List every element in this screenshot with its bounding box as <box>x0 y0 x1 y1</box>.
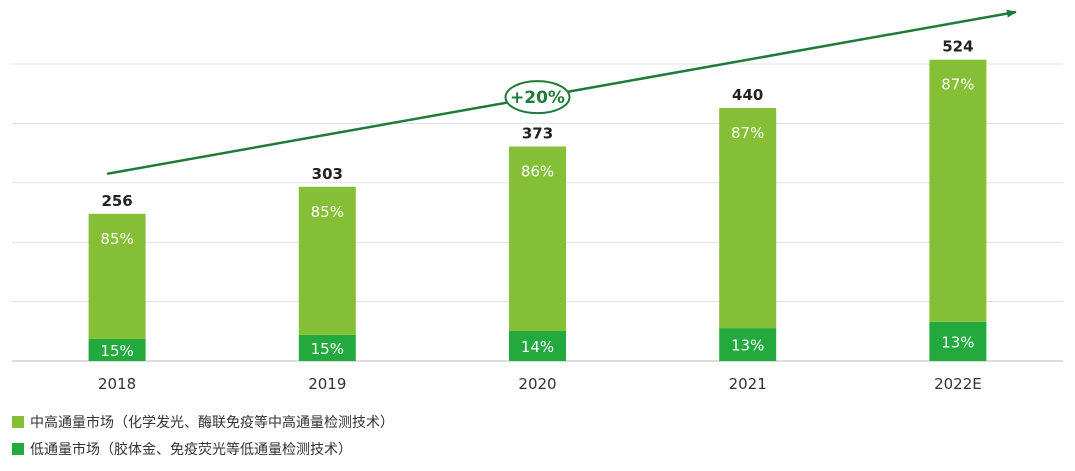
bar-high-2021 <box>719 108 777 329</box>
growth-badge <box>504 80 571 115</box>
bar-high-2022E <box>929 59 987 322</box>
percent-label-high: 85% <box>100 230 133 248</box>
percent-label-low: 15% <box>311 340 344 358</box>
legend-item-low: 低通量市场（胶体金、免疫荧光等低通量检测技术） <box>12 439 352 459</box>
bar-low-2022E <box>929 321 987 361</box>
total-label: 524 <box>942 38 973 56</box>
percent-label-low: 13% <box>731 337 764 355</box>
x-tick-label: 2019 <box>308 375 346 393</box>
percent-label-low: 15% <box>100 342 133 360</box>
data-labels: 15% 85% 256 2018 15% 85% 303 2019 14% 86% 373 2020 1… <box>98 38 982 393</box>
x-tick-label: 2018 <box>98 375 136 393</box>
percent-label-low: 14% <box>521 338 554 356</box>
x-tick-label: 2020 <box>518 375 556 393</box>
total-label: 373 <box>522 125 553 143</box>
bar-low-2019 <box>298 334 356 361</box>
x-tick-label: 2021 <box>729 375 767 393</box>
bar-high-2019 <box>298 186 356 335</box>
bars <box>88 59 987 361</box>
percent-label-high: 87% <box>731 124 764 142</box>
percent-label-high: 87% <box>941 76 974 94</box>
percent-label-high: 86% <box>521 163 554 181</box>
total-label: 440 <box>732 86 763 104</box>
bar-low-2021 <box>719 328 777 361</box>
growth-rate-label: +20% <box>510 88 565 108</box>
bar-low-2018 <box>88 338 146 361</box>
legend-swatch-high <box>12 416 24 428</box>
growth-annotation: +20% <box>106 9 1017 176</box>
market-size-chart: 15% 85% 256 2018 15% 85% 303 2019 14% 86% 373 2020 1… <box>12 9 1063 393</box>
bar-high-2020 <box>509 146 566 331</box>
total-label: 256 <box>101 192 132 210</box>
x-tick-label: 2022E <box>934 375 982 393</box>
legend-label-low: 低通量市场（胶体金、免疫荧光等低通量检测技术） <box>30 442 352 458</box>
legend-label-high: 中高通量市场（化学发光、酶联免疫等中高通量检测技术） <box>30 415 394 431</box>
bar-high-2018 <box>88 213 146 339</box>
percent-label-high: 85% <box>311 203 344 221</box>
bar-low-2020 <box>509 330 566 361</box>
legend-item-high: 中高通量市场（化学发光、酶联免疫等中高通量检测技术） <box>12 412 394 432</box>
total-label: 303 <box>312 165 343 183</box>
legend-swatch-low <box>12 443 24 455</box>
percent-label-low: 13% <box>941 333 974 351</box>
